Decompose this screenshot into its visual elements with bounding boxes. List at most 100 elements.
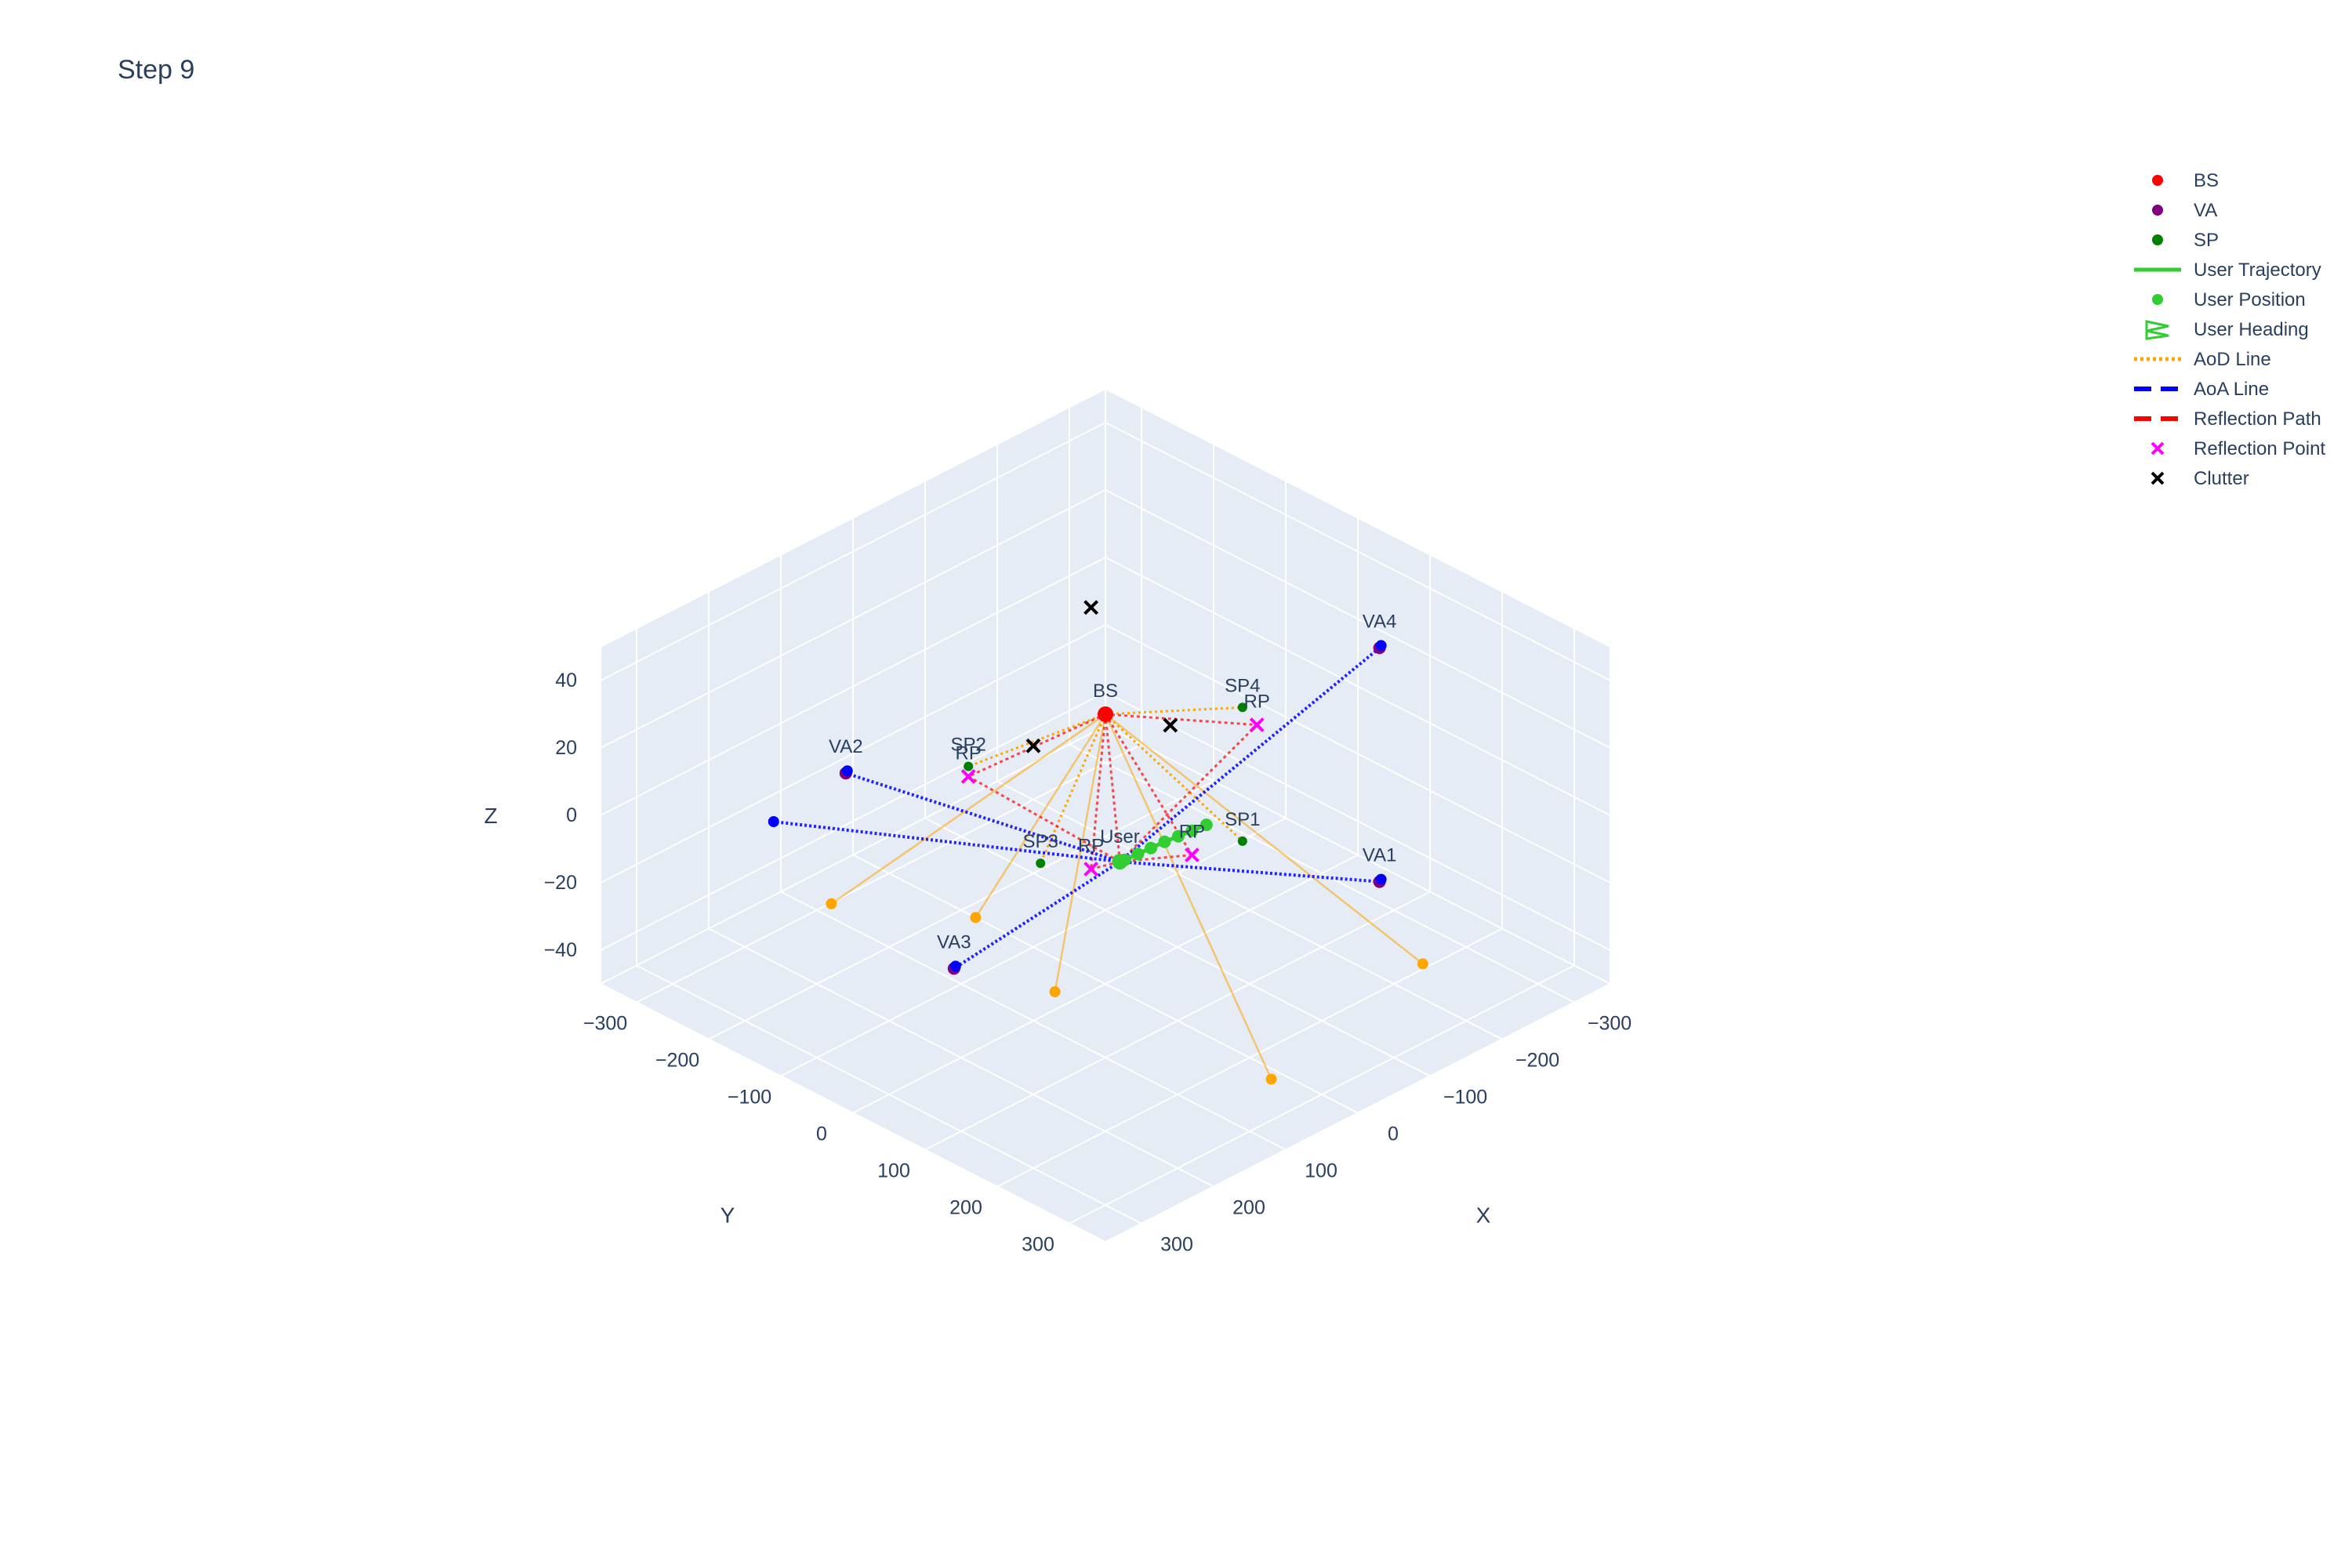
legend-item-bs[interactable]: BS: [2152, 170, 2219, 191]
reflection-point-marker[interactable]: [1249, 717, 1265, 733]
chart-title: Step 9: [118, 55, 194, 85]
legend-item-upos[interactable]: User Position: [2152, 289, 2306, 310]
z-tick-label: 0: [566, 804, 577, 826]
rp-label: RP: [1244, 691, 1270, 713]
wall-grid-z: [1105, 691, 1611, 951]
z-tick-label: 20: [555, 737, 577, 759]
legend-dot-icon: [2152, 175, 2163, 186]
y-tick-label: −300: [583, 1013, 627, 1035]
wall-grid-z: [600, 624, 1106, 884]
sp-label: SP1: [1225, 809, 1260, 830]
legend-item-rp[interactable]: Reflection Point: [2151, 438, 2325, 459]
sp-marker[interactable]: [1237, 836, 1247, 846]
y-axis-title: Y: [720, 1203, 735, 1228]
aod-line: [1104, 713, 1272, 1080]
aod-line: [1104, 713, 1243, 843]
reflection-path: [1090, 713, 1107, 869]
wall-grid-z: [600, 489, 1106, 749]
wall-grid-z: [1105, 489, 1611, 749]
reflection-path: [967, 775, 1121, 863]
sp-label: SP4: [1225, 675, 1260, 696]
legend[interactable]: BS VA SP User Trajectory User Position User H…: [2134, 170, 2325, 489]
reflection-point-marker[interactable]: [1184, 848, 1200, 862]
reflection-point-marker[interactable]: [960, 768, 976, 784]
legend-item-aoa[interactable]: AoA Line: [2134, 379, 2269, 400]
legend-item-clutter[interactable]: Clutter: [2151, 468, 2249, 489]
reflection-point-marker[interactable]: [1083, 862, 1099, 877]
aod-endpoint[interactable]: [826, 898, 837, 909]
legend-item-uhead[interactable]: User Heading: [2145, 319, 2309, 340]
clutter-marker[interactable]: [1083, 600, 1099, 615]
reflection-path: [1119, 724, 1258, 863]
rp-label: RP: [1078, 836, 1104, 857]
legend-item-aod[interactable]: AoD Line: [2134, 349, 2271, 370]
legend-item-sp[interactable]: SP: [2152, 230, 2219, 251]
wall-grid-z: [1105, 422, 1611, 681]
z-tick-label: 40: [555, 670, 577, 691]
trajectory-point[interactable]: [1185, 824, 1199, 837]
wall-grid-z: [1105, 557, 1611, 816]
bs-label: BS: [1093, 681, 1118, 702]
trajectory-point[interactable]: [1131, 848, 1145, 861]
legend-label: User Trajectory: [2194, 260, 2321, 281]
aoa-endpoint: [1375, 873, 1387, 885]
aod-endpoint[interactable]: [1049, 986, 1061, 997]
floor-grid-y: [852, 854, 1359, 1114]
x-axis-title: X: [1476, 1203, 1491, 1228]
trajectory-point[interactable]: [1158, 835, 1171, 848]
sp-label: SP2: [951, 735, 986, 756]
legend-label: BS: [2194, 170, 2219, 191]
bs-marker[interactable]: [1098, 706, 1113, 722]
legend-label: VA: [2194, 200, 2217, 221]
rp-label: RP: [956, 742, 982, 764]
z-tick-label: −40: [544, 939, 577, 961]
legend-label: Reflection Point: [2194, 438, 2325, 459]
user-label: User: [1100, 826, 1140, 848]
legend-label: AoA Line: [2194, 379, 2269, 400]
x-tick-label: 0: [1388, 1123, 1399, 1145]
floor-grid-y: [996, 927, 1503, 1188]
sp-marker[interactable]: [1036, 858, 1046, 869]
y-tick-label: 100: [877, 1160, 910, 1182]
trajectory-point[interactable]: [1144, 841, 1157, 855]
y-tick-label: 0: [816, 1123, 827, 1145]
va-label: VA3: [937, 931, 971, 953]
aod-line: [1105, 706, 1243, 716]
trajectory-point[interactable]: [1171, 829, 1185, 843]
aoa-endpoint[interactable]: [768, 816, 779, 827]
trajectory-point[interactable]: [1200, 818, 1213, 832]
legend-dot-icon: [2152, 294, 2163, 305]
aoa-line: [1120, 860, 1380, 884]
sp-marker[interactable]: [964, 761, 974, 771]
aod-endpoint[interactable]: [970, 912, 982, 924]
sp-marker[interactable]: [1237, 702, 1247, 713]
legend-label: AoD Line: [2194, 349, 2271, 370]
rp-label: RP: [1179, 822, 1205, 843]
clutter-marker[interactable]: [1025, 738, 1041, 753]
scene[interactable]: −300−200−1000100200300−300−200−100010020…: [484, 387, 1632, 1256]
legend-dot-icon: [2152, 234, 2163, 245]
clutter-marker[interactable]: [1163, 717, 1178, 733]
wall-grid-z: [600, 691, 1106, 951]
legend-label: User Heading: [2194, 319, 2309, 340]
aod-line: [830, 713, 1106, 905]
legend-item-refl[interactable]: Reflection Path: [2134, 408, 2321, 430]
wall-grid-z: [600, 422, 1106, 681]
aoa-endpoint: [949, 960, 961, 972]
sp-label: SP3: [1023, 831, 1058, 852]
legend-item-traj[interactable]: User Trajectory: [2134, 260, 2321, 281]
legend-item-va[interactable]: VA: [2152, 200, 2217, 221]
user-position-marker[interactable]: [1112, 854, 1128, 870]
y-tick-label: 200: [949, 1197, 982, 1219]
aod-endpoint[interactable]: [1417, 958, 1428, 970]
aoa-line: [845, 771, 1121, 864]
x-tick-label: −200: [1515, 1050, 1559, 1072]
x-tick-label: −300: [1588, 1013, 1632, 1035]
wall-grid-z: [600, 557, 1106, 816]
aod-endpoint[interactable]: [1265, 1073, 1277, 1085]
x-tick-label: 200: [1232, 1197, 1265, 1219]
legend-dot-icon: [2152, 205, 2163, 216]
va-label: VA1: [1363, 845, 1397, 866]
x-tick-label: 100: [1305, 1160, 1338, 1182]
